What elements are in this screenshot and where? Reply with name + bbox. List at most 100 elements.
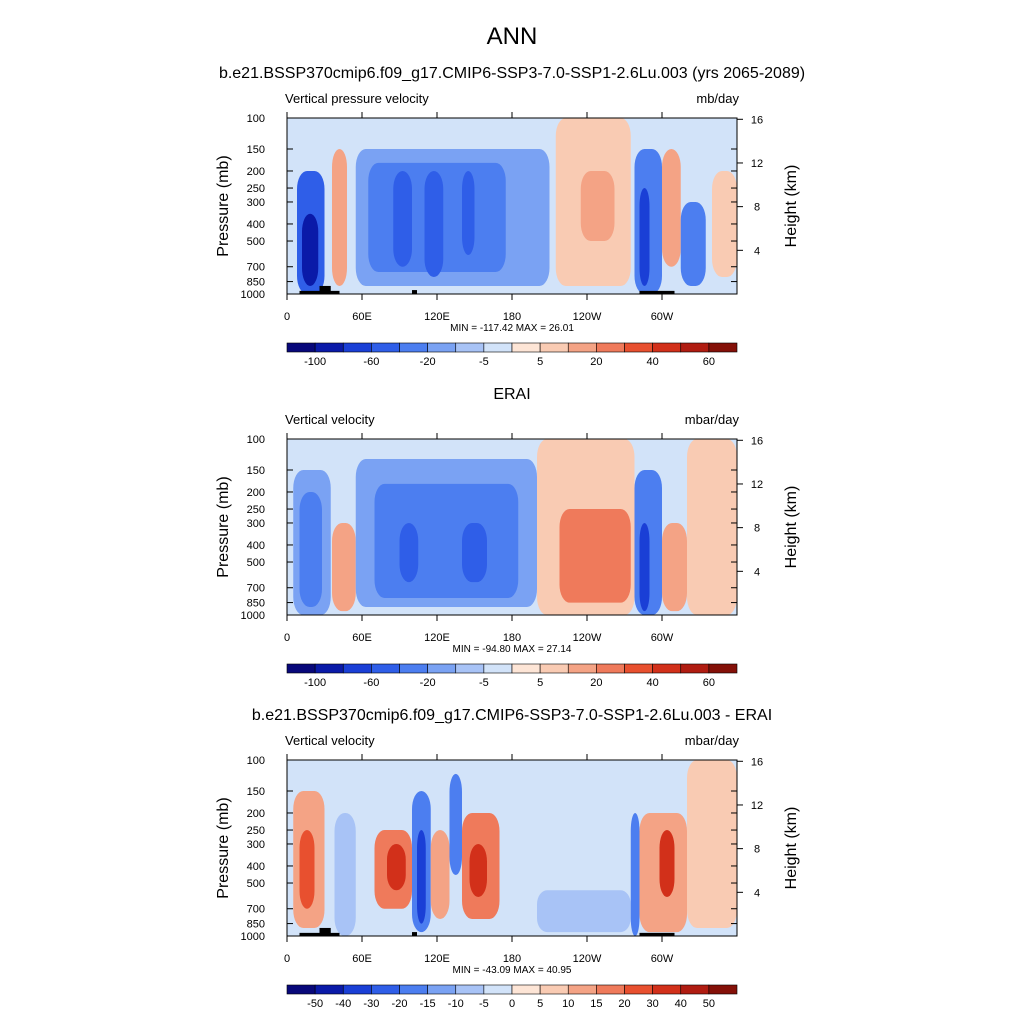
colorbar-label: -20 bbox=[420, 356, 436, 368]
height-tick-label: 8 bbox=[754, 523, 760, 535]
x-tick-label: 60E bbox=[352, 632, 372, 644]
x-tick-label: 120E bbox=[424, 632, 450, 644]
colorbar-label: -100 bbox=[304, 677, 326, 689]
y-tick-label: 1000 bbox=[241, 610, 265, 622]
y-tick-label: 400 bbox=[247, 540, 265, 552]
colorbar-box bbox=[539, 984, 569, 995]
height-tick-label: 4 bbox=[754, 887, 760, 899]
x-tick-label: 120W bbox=[573, 953, 602, 965]
x-tick-label: 60W bbox=[651, 311, 674, 323]
field-region bbox=[639, 188, 650, 286]
colorbar-box bbox=[314, 984, 344, 995]
panel-1: b.e21.BSSP370cmip6.f09_g17.CMIP6-SSP3-7.… bbox=[215, 65, 805, 368]
colorbar-label: -5 bbox=[479, 677, 489, 689]
colorbar-box bbox=[342, 342, 372, 353]
y-tick-label: 100 bbox=[247, 755, 265, 767]
colorbar-box bbox=[539, 663, 569, 674]
colorbar-label: -5 bbox=[479, 356, 489, 368]
right-subtitle: mb/day bbox=[696, 91, 739, 106]
land-mask bbox=[639, 290, 675, 294]
y-tick-label: 200 bbox=[247, 166, 265, 178]
y-tick-label: 300 bbox=[247, 518, 265, 530]
height-tick-label: 8 bbox=[754, 844, 760, 856]
colorbar-label: 40 bbox=[647, 677, 659, 689]
field-region bbox=[687, 760, 737, 928]
height-tick-label: 16 bbox=[751, 435, 763, 447]
field-region bbox=[387, 843, 406, 891]
colorbar-label: 10 bbox=[562, 998, 574, 1010]
panels: b.e21.BSSP370cmip6.f09_g17.CMIP6-SSP3-7.… bbox=[215, 65, 805, 1010]
y-tick-label: 250 bbox=[247, 504, 265, 516]
land-mask bbox=[319, 927, 331, 936]
field-region bbox=[659, 830, 675, 897]
colorbar-label: -10 bbox=[448, 998, 464, 1010]
field-region bbox=[417, 830, 426, 924]
left-subtitle: Vertical velocity bbox=[285, 412, 375, 427]
y-tick-label: 300 bbox=[247, 839, 265, 851]
x-tick-label: 180 bbox=[503, 311, 521, 323]
x-tick-label: 120E bbox=[424, 953, 450, 965]
colorbar-label: 20 bbox=[590, 356, 602, 368]
height-tick-label: 4 bbox=[754, 566, 760, 578]
x-tick-label: 180 bbox=[503, 632, 521, 644]
min-max-stats: MIN = -43.09 MAX = 40.95 bbox=[453, 965, 572, 976]
colorbar-box bbox=[455, 342, 485, 353]
y-tick-label: 100 bbox=[247, 113, 265, 125]
panel-title: b.e21.BSSP370cmip6.f09_g17.CMIP6-SSP3-7.… bbox=[219, 65, 805, 82]
colorbar-box bbox=[483, 984, 513, 995]
colorbar-box bbox=[708, 984, 738, 995]
y-tick-label: 850 bbox=[247, 277, 265, 289]
colorbar-box bbox=[314, 342, 344, 353]
colorbar-box bbox=[371, 342, 400, 353]
colorbar-label: -20 bbox=[392, 998, 408, 1010]
field-region bbox=[680, 201, 706, 286]
height-tick-label: 12 bbox=[751, 479, 763, 491]
field-region bbox=[449, 773, 462, 875]
colorbar-box bbox=[511, 342, 541, 353]
land-mask bbox=[412, 290, 417, 294]
left-subtitle: Vertical pressure velocity bbox=[285, 91, 429, 106]
y-tick-label: 400 bbox=[247, 861, 265, 873]
colorbar-box bbox=[596, 663, 625, 674]
colorbar-box bbox=[399, 663, 428, 674]
field-region bbox=[469, 843, 487, 897]
colorbar-box bbox=[652, 663, 682, 674]
colorbar-label: -100 bbox=[304, 356, 326, 368]
land-mask bbox=[639, 932, 675, 936]
colorbar-box bbox=[483, 663, 513, 674]
field-region bbox=[334, 812, 356, 936]
panel-3: b.e21.BSSP370cmip6.f09_g17.CMIP6-SSP3-7.… bbox=[215, 707, 800, 1010]
y-tick-label: 200 bbox=[247, 487, 265, 499]
y-tick-label: 700 bbox=[247, 262, 265, 274]
x-tick-label: 60W bbox=[651, 953, 674, 965]
colorbar-label: 60 bbox=[703, 677, 715, 689]
colorbar-box bbox=[567, 984, 597, 995]
y-axis-label-right: Height (km) bbox=[783, 807, 800, 890]
y-axis-label-right: Height (km) bbox=[783, 165, 800, 248]
colorbar-label: 5 bbox=[537, 356, 543, 368]
x-tick-label: 120W bbox=[573, 311, 602, 323]
colorbar-box bbox=[455, 663, 485, 674]
field-region bbox=[462, 170, 475, 255]
y-axis-label-right: Height (km) bbox=[783, 486, 800, 569]
colorbar-box bbox=[399, 342, 428, 353]
field-region bbox=[393, 170, 412, 267]
colorbar-box bbox=[511, 663, 541, 674]
colorbar-box bbox=[680, 663, 710, 674]
colorbar-label: 40 bbox=[647, 356, 659, 368]
y-axis-label: Pressure (mb) bbox=[215, 476, 232, 577]
y-tick-label: 500 bbox=[247, 236, 265, 248]
field-region bbox=[580, 170, 615, 242]
colorbar-box bbox=[455, 984, 485, 995]
y-tick-label: 150 bbox=[247, 144, 265, 156]
field-region bbox=[462, 522, 487, 583]
min-max-stats: MIN = -94.80 MAX = 27.14 bbox=[453, 644, 572, 655]
field-region bbox=[662, 148, 681, 267]
y-tick-label: 250 bbox=[247, 183, 265, 195]
colorbar-label: 0 bbox=[509, 998, 515, 1010]
colorbar-label: 5 bbox=[537, 677, 543, 689]
y-tick-label: 250 bbox=[247, 825, 265, 837]
colorbar-box bbox=[596, 984, 625, 995]
x-tick-label: 60W bbox=[651, 632, 674, 644]
